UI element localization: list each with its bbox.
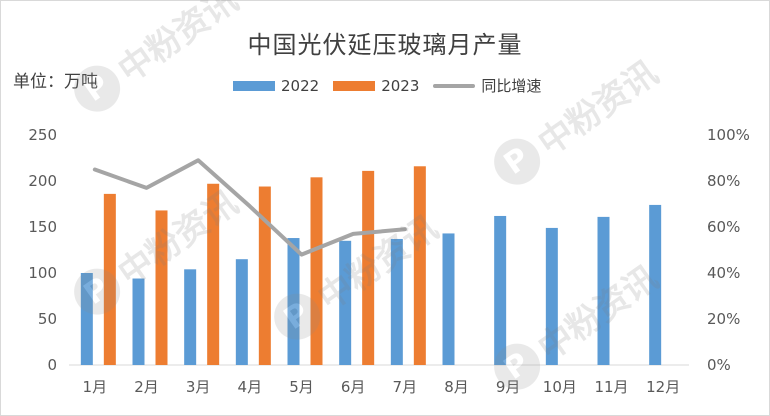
bar-2022-7月: [390, 238, 403, 365]
x-tick-label: 1月: [83, 378, 108, 396]
bar-2022-3月: [184, 269, 197, 365]
x-tick-label: 7月: [393, 378, 418, 396]
x-tick-label: 3月: [186, 378, 211, 396]
y-right-tick-label: 60%: [707, 218, 740, 236]
legend-swatch-2022: [233, 80, 275, 91]
bar-2023-5月: [310, 177, 323, 365]
bar-2022-6月: [339, 240, 352, 365]
x-tick-label: 10月: [543, 378, 577, 396]
bar-2022-9月: [494, 215, 507, 365]
bar-2023-2月: [155, 210, 168, 365]
x-tick-label: 9月: [496, 378, 521, 396]
bar-2022-1月: [80, 273, 93, 365]
x-tick-label: 6月: [341, 378, 366, 396]
y-left-tick-label: 100: [28, 264, 57, 282]
bar-2023-1月: [103, 193, 116, 365]
legend-item-2022: 2022: [233, 77, 319, 95]
legend-label-yoy: 同比增速: [481, 77, 542, 95]
bar-2022-11月: [597, 216, 610, 365]
y-right-tick-label: 40%: [707, 264, 740, 282]
bar-2022-8月: [442, 233, 455, 365]
legend-swatch-2023: [333, 80, 376, 91]
bar-2022-5月: [287, 238, 300, 365]
x-tick-label: 2月: [134, 378, 159, 396]
y-right-tick-label: 100%: [707, 126, 750, 144]
bar-2023-7月: [413, 166, 426, 365]
y-left-tick-label: 250: [28, 126, 57, 144]
legend: 2022 2023 同比增速: [233, 75, 541, 96]
bar-2022-2月: [132, 278, 145, 365]
legend-label-2023: 2023: [381, 76, 420, 95]
y-left-tick-label: 150: [28, 218, 57, 236]
y-left-tick-label: 200: [28, 172, 57, 190]
unit-label: 单位：万吨: [13, 72, 98, 92]
chart-title: 中国光伏延压玻璃月产量: [247, 31, 523, 59]
bar-2022-4月: [235, 259, 248, 365]
line-series-yoy: [92, 158, 407, 257]
x-tick-label: 8月: [444, 378, 469, 396]
y-left-tick-label: 50: [38, 310, 57, 328]
legend-swatch-yoy: [433, 83, 476, 88]
bar-2023-4月: [258, 186, 271, 365]
legend-item-2023: 2023: [333, 77, 419, 95]
x-tick-label: 11月: [594, 378, 628, 396]
x-tick-label: 4月: [238, 378, 263, 396]
y-right-tick-label: 80%: [707, 172, 740, 190]
x-tick-label: 5月: [289, 378, 314, 396]
bar-2023-6月: [362, 170, 375, 365]
legend-item-yoy: 同比增速: [433, 75, 541, 96]
bar-2023-3月: [207, 183, 220, 365]
bar-2022-10月: [545, 227, 558, 365]
y-right-tick-label: 0%: [707, 356, 731, 374]
x-tick-label: 12月: [646, 378, 680, 396]
y-left-tick-label: 0: [47, 356, 57, 374]
bar-2022-12月: [649, 204, 662, 365]
y-right-tick-label: 20%: [707, 310, 740, 328]
legend-label-2022: 2022: [281, 76, 320, 95]
